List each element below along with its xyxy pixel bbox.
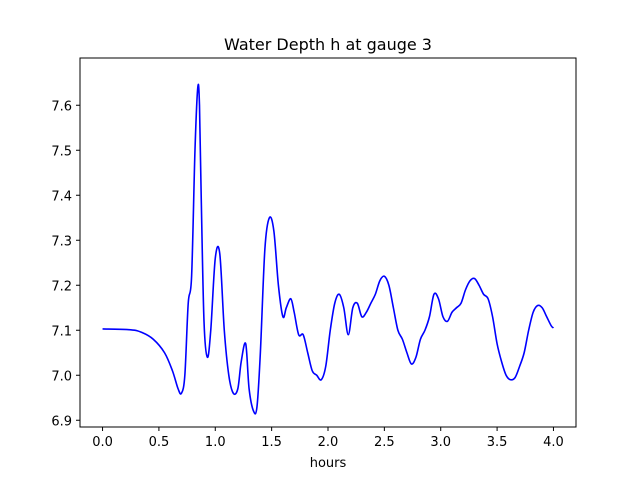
y-tick-label: 7.3	[51, 234, 72, 249]
plot-frame	[79, 57, 577, 428]
y-tick-label: 7.0	[51, 369, 72, 384]
x-tick-label: 4.0	[543, 435, 564, 450]
y-tick-label: 6.9	[51, 414, 72, 429]
y-tick-label: 7.6	[51, 99, 72, 114]
chart-title: Water Depth h at gauge 3	[224, 35, 432, 54]
x-axis: 0.0 0.5 1.0 1.5 2.0 2.5 3.0 3.5 4.0	[92, 427, 564, 450]
x-tick-label: 3.0	[430, 435, 451, 450]
x-axis-label: hours	[310, 456, 347, 471]
y-tick-label: 7.1	[51, 324, 72, 339]
x-tick-label: 1.5	[261, 435, 282, 450]
y-tick-label: 7.4	[51, 189, 72, 204]
x-tick-label: 2.0	[318, 435, 339, 450]
y-axis: 6.9 7.0 7.1 7.2 7.3 7.4 7.5 7.6	[51, 99, 80, 429]
x-tick-label: 1.0	[205, 435, 226, 450]
x-tick-label: 2.5	[374, 435, 395, 450]
x-tick-label: 0.0	[92, 435, 113, 450]
series-line-0	[102, 83, 555, 415]
x-tick-label: 0.5	[149, 435, 170, 450]
y-tick-label: 7.5	[51, 144, 72, 159]
y-tick-label: 7.2	[51, 279, 72, 294]
x-tick-label: 3.5	[487, 435, 508, 450]
plot-area	[102, 83, 555, 415]
